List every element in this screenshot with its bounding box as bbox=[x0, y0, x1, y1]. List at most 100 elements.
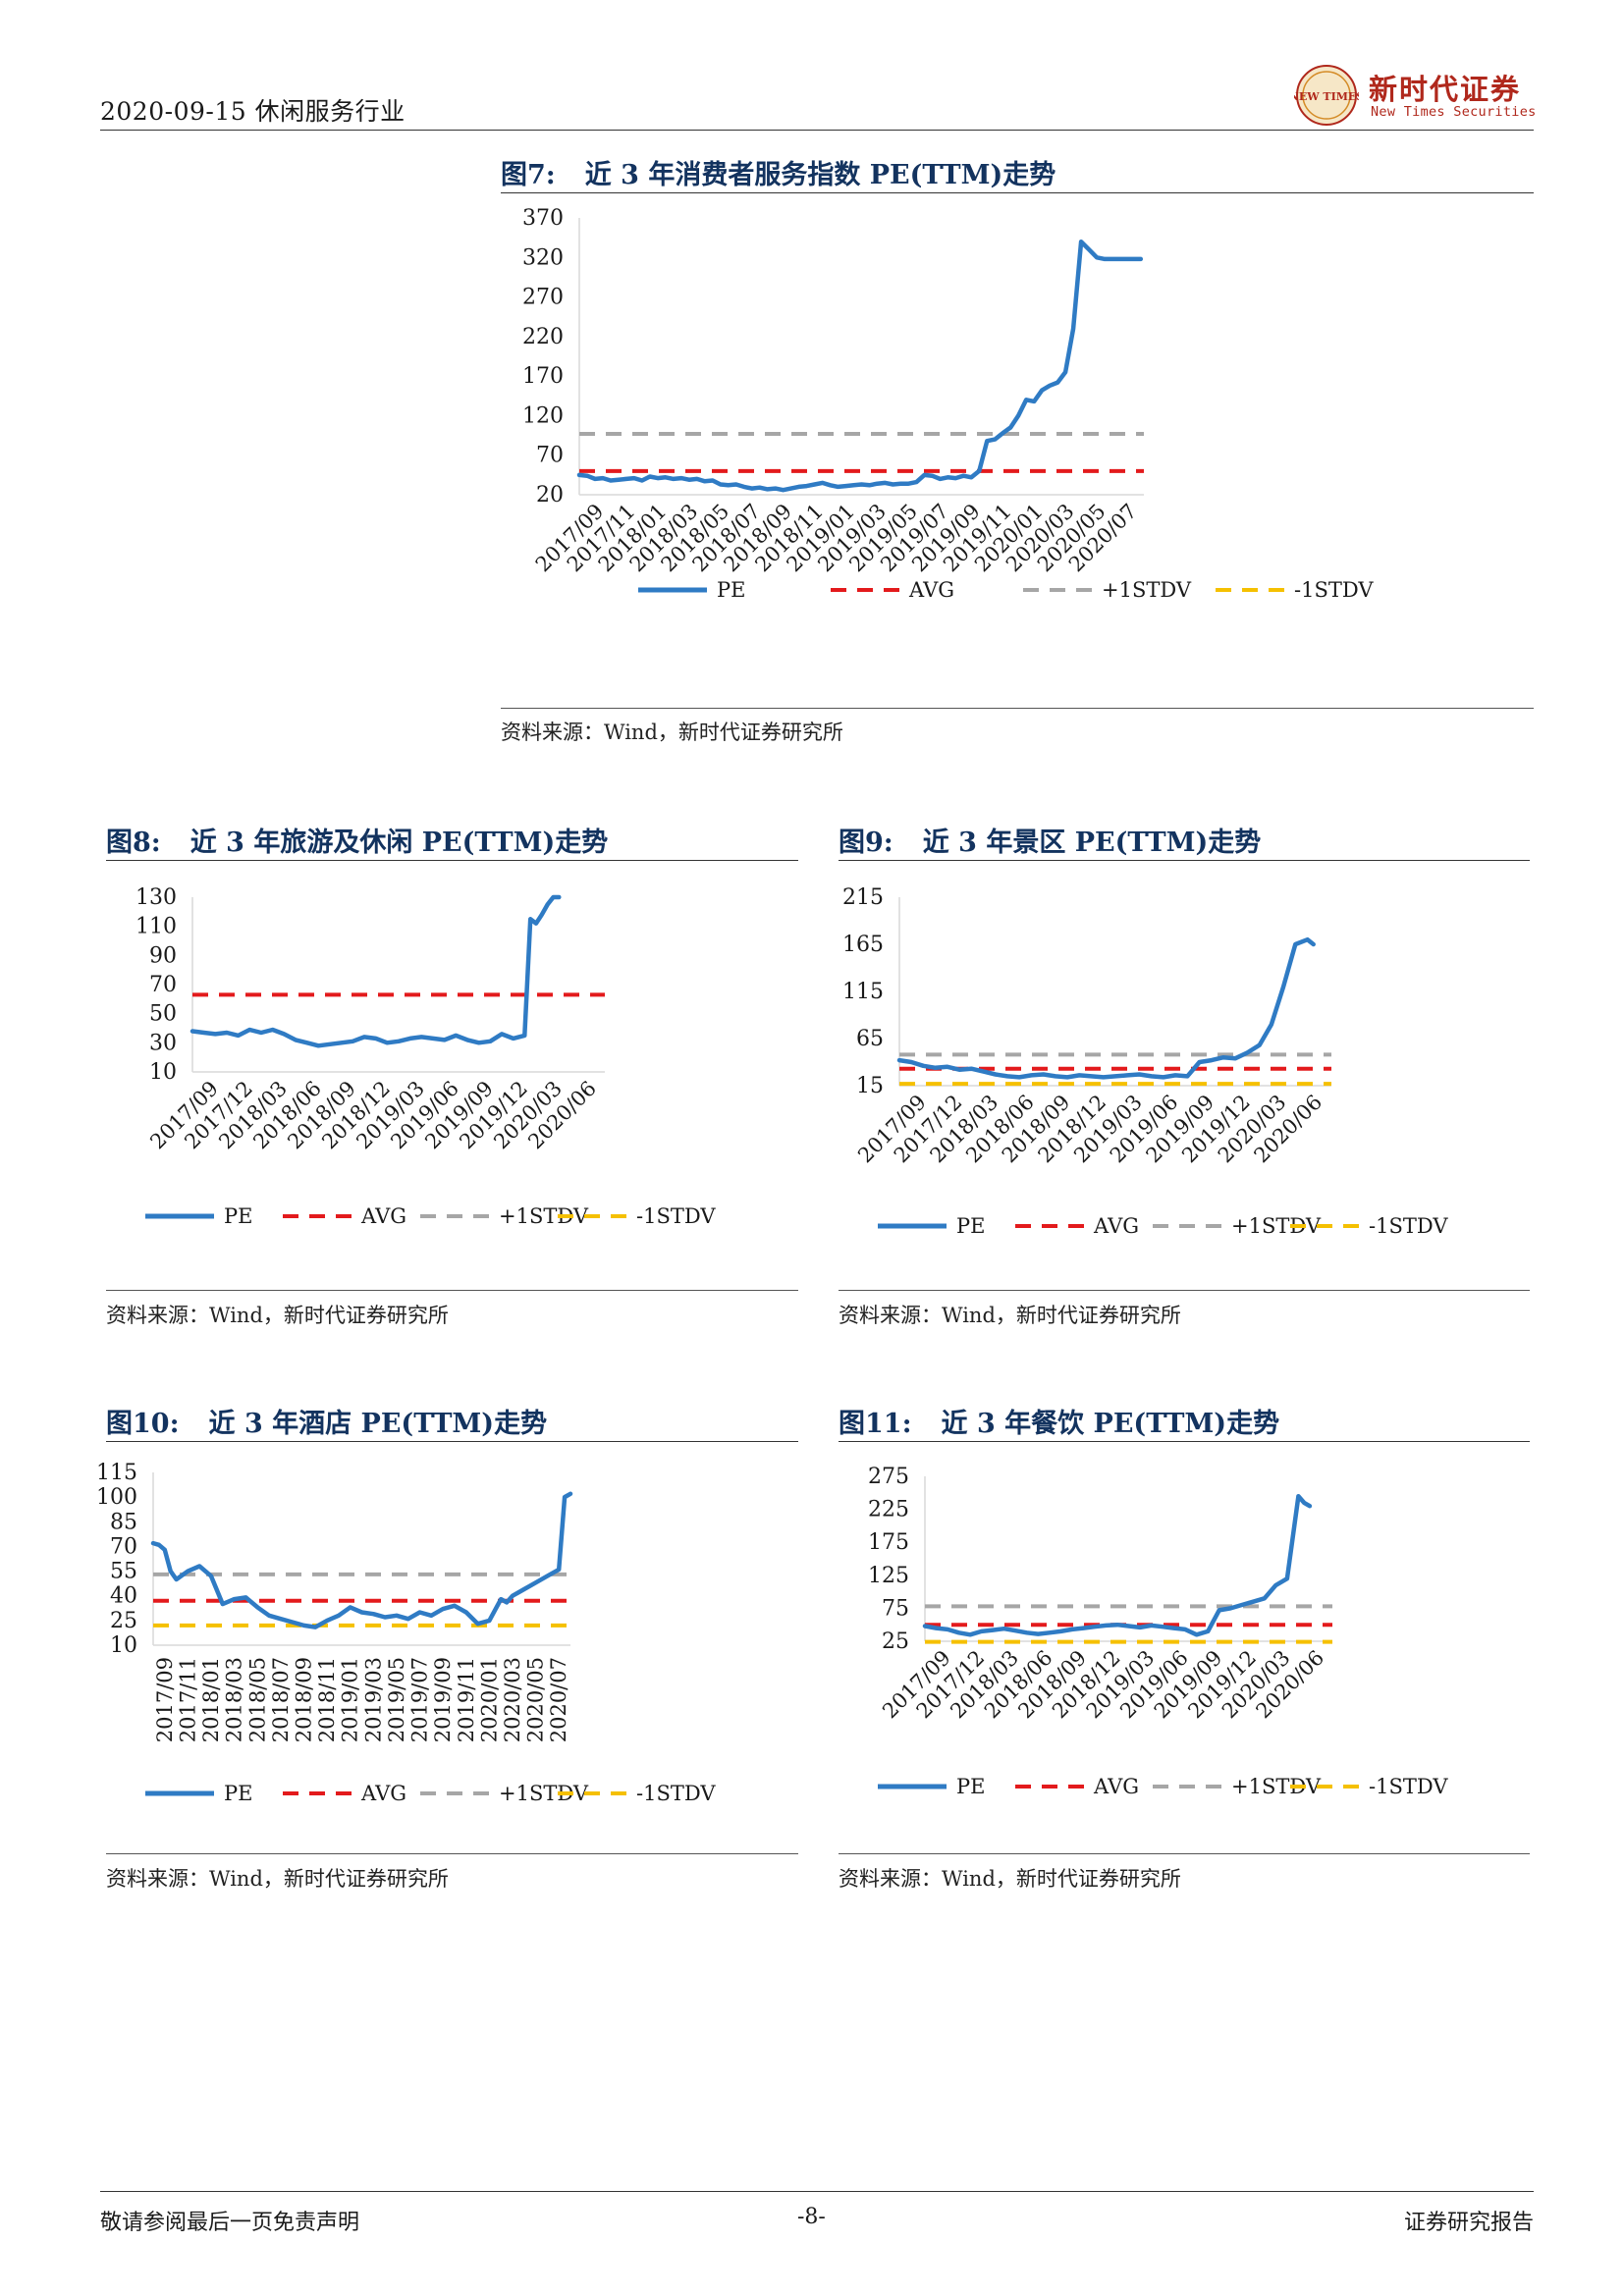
figure-bottom-rule bbox=[501, 708, 1534, 709]
y-tick-label: 10 bbox=[149, 1060, 177, 1085]
page-header: 2020-09-15 休闲服务行业 bbox=[100, 86, 1534, 130]
figure-title: 图8: 近 3 年旅游及休闲 PE(TTM)走势 bbox=[106, 821, 608, 859]
figure-number: 图9: bbox=[839, 828, 893, 858]
pe-chart-consumer-services: 37032027022017012070202017/092017/112018… bbox=[522, 206, 1374, 602]
y-tick-label: 15 bbox=[856, 1074, 884, 1098]
pe-chart-catering: 27522517512575252017/092017/122018/03201… bbox=[868, 1465, 1448, 1798]
y-tick-label: 25 bbox=[110, 1609, 137, 1633]
x-tick-label: 2018/09 bbox=[292, 1657, 315, 1742]
y-tick-label: 170 bbox=[522, 364, 564, 389]
company-logo: NEW TIMES 新时代证券 New Times Securities bbox=[1294, 63, 1538, 130]
pe-chart-tourism-leisure: 13011090705030102017/092017/122018/03201… bbox=[135, 885, 716, 1228]
legend-plus1-stdv-label: +1STDV bbox=[1231, 1214, 1322, 1238]
y-tick-label: 175 bbox=[868, 1530, 909, 1555]
x-tick-label: 2020/03 bbox=[501, 1657, 524, 1742]
report-date-industry: 2020-09-15 休闲服务行业 bbox=[100, 97, 406, 126]
figure-number: 图8: bbox=[106, 828, 161, 858]
y-tick-label: 110 bbox=[135, 915, 177, 939]
y-tick-label: 50 bbox=[149, 1002, 177, 1027]
pe-series-line bbox=[150, 1491, 573, 1629]
y-tick-label: 10 bbox=[110, 1633, 137, 1658]
x-tick-label: 2020/01 bbox=[477, 1657, 501, 1742]
legend-avg-label: AVG bbox=[1093, 1775, 1139, 1798]
legend-avg-label: AVG bbox=[360, 1204, 406, 1228]
legend-minus1-stdv-label: -1STDV bbox=[1294, 578, 1374, 602]
figure-source: 资料来源：Wind，新时代证券研究所 bbox=[106, 1867, 449, 1891]
x-tick-label: 2017/11 bbox=[176, 1657, 199, 1742]
figure-bottom-rule bbox=[106, 1290, 798, 1291]
figure-title-text: 近 3 年餐饮 PE(TTM)走势 bbox=[941, 1409, 1280, 1439]
logo-name-cn: 新时代证券 bbox=[1369, 73, 1522, 106]
y-tick-label: 225 bbox=[868, 1498, 909, 1522]
y-tick-label: 70 bbox=[536, 444, 564, 468]
figure-8: 图8: 近 3 年旅游及休闲 PE(TTM)走势 130 110 90 70 50 30 10… bbox=[106, 821, 798, 1331]
pe-series-line bbox=[576, 239, 1144, 493]
y-tick-label: 115 bbox=[842, 980, 884, 1004]
y-tick-label: 130 bbox=[135, 885, 177, 910]
x-tick-label: 2020/07 bbox=[547, 1657, 570, 1742]
y-tick-label: 25 bbox=[882, 1629, 909, 1654]
figure-bottom-rule bbox=[106, 1853, 798, 1854]
legend-plus1-stdv-label: +1STDV bbox=[499, 1204, 589, 1228]
figure-number: 图10: bbox=[106, 1409, 180, 1439]
figure-top-rule bbox=[106, 1441, 798, 1442]
figure-source: 资料来源：Wind，新时代证券研究所 bbox=[839, 1304, 1181, 1327]
figure-top-rule bbox=[106, 860, 798, 861]
y-tick-label: 215 bbox=[842, 885, 884, 910]
y-tick-label: 115 bbox=[96, 1461, 137, 1485]
figure-title: 图11: 近 3 年餐饮 PE(TTM)走势 bbox=[839, 1402, 1279, 1440]
legend-minus1-stdv-label: -1STDV bbox=[636, 1204, 716, 1228]
y-tick-label: 165 bbox=[842, 933, 884, 957]
y-tick-label: 220 bbox=[522, 325, 564, 349]
figure-number: 图11: bbox=[839, 1409, 912, 1439]
y-tick-label: 85 bbox=[110, 1510, 137, 1534]
figure-source: 资料来源：Wind，新时代证券研究所 bbox=[106, 1304, 449, 1327]
figure-source: 资料来源：Wind，新时代证券研究所 bbox=[839, 1867, 1181, 1891]
y-tick-label: 275 bbox=[868, 1465, 909, 1489]
pe-chart-scenic-spots: 21516511565152017/092017/122018/032018/0… bbox=[842, 885, 1448, 1238]
x-tick-label: 2018/11 bbox=[315, 1657, 339, 1742]
figure-top-rule bbox=[839, 860, 1530, 861]
y-tick-label: 100 bbox=[96, 1485, 137, 1510]
figure-9: 图9: 近 3 年景区 PE(TTM)走势 215 165 115 65 15 2017/0… bbox=[839, 821, 1530, 1331]
x-tick-label: 2018/07 bbox=[269, 1657, 293, 1742]
legend-pe-label: PE bbox=[224, 1204, 252, 1228]
y-tick-label: 70 bbox=[149, 973, 177, 997]
x-tick-label: 2019/11 bbox=[455, 1657, 478, 1742]
x-tick-label: 2019/07 bbox=[408, 1657, 432, 1742]
header-divider bbox=[100, 130, 1534, 131]
x-tick-label: 2018/03 bbox=[223, 1657, 246, 1742]
y-tick-label: 65 bbox=[856, 1027, 884, 1051]
legend-pe-label: PE bbox=[956, 1775, 985, 1798]
figure-bottom-rule bbox=[839, 1290, 1530, 1291]
y-tick-label: 20 bbox=[536, 483, 564, 507]
svg-text:NEW TIMES: NEW TIMES bbox=[1294, 90, 1359, 103]
y-tick-label: 70 bbox=[110, 1534, 137, 1559]
x-tick-label: 2017/09 bbox=[153, 1657, 177, 1742]
legend-pe-label: PE bbox=[224, 1782, 252, 1805]
x-tick-label: 2019/01 bbox=[339, 1657, 362, 1742]
figure-top-rule bbox=[839, 1441, 1530, 1442]
figure-title: 图10: 近 3 年酒店 PE(TTM)走势 bbox=[106, 1402, 547, 1440]
figure-bottom-rule bbox=[839, 1853, 1530, 1854]
x-tick-label: 2019/09 bbox=[431, 1657, 455, 1742]
legend-pe-label: PE bbox=[717, 578, 745, 602]
figure-title-text: 近 3 年酒店 PE(TTM)走势 bbox=[208, 1409, 548, 1439]
report-type: 证券研究报告 bbox=[1403, 2211, 1534, 2235]
legend-plus1-stdv-label: +1STDV bbox=[1231, 1775, 1322, 1798]
footer-divider bbox=[100, 2191, 1534, 2192]
legend-pe-label: PE bbox=[956, 1214, 985, 1238]
figure-title-text: 近 3 年旅游及休闲 PE(TTM)走势 bbox=[189, 828, 609, 858]
legend-minus1-stdv-label: -1STDV bbox=[636, 1782, 716, 1805]
x-tick-label: 2018/01 bbox=[199, 1657, 223, 1742]
y-tick-label: 30 bbox=[149, 1031, 177, 1055]
y-tick-label: 90 bbox=[149, 943, 177, 968]
logo-seal-icon: NEW TIMES bbox=[1294, 65, 1359, 126]
y-tick-label: 270 bbox=[522, 286, 564, 310]
x-tick-label: 2018/05 bbox=[245, 1657, 269, 1742]
y-tick-label: 370 bbox=[522, 206, 564, 231]
legend-minus1-stdv-label: -1STDV bbox=[1369, 1214, 1448, 1238]
pe-series-line bbox=[896, 936, 1316, 1080]
y-tick-label: 125 bbox=[868, 1564, 909, 1588]
x-tick-label: 2020/05 bbox=[524, 1657, 548, 1742]
